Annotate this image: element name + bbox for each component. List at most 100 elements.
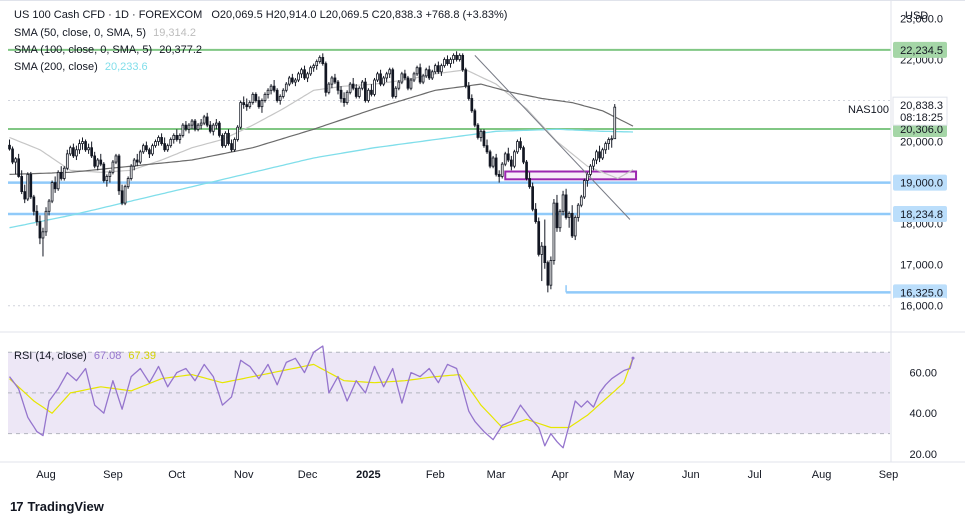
candle	[242, 96, 246, 109]
candle	[351, 77, 355, 91]
candle-body	[604, 143, 607, 151]
time-tick-label: Feb	[426, 469, 445, 481]
candle-body	[17, 158, 20, 177]
candle-body	[230, 143, 233, 151]
candle	[78, 139, 81, 154]
candle-body	[108, 171, 112, 177]
sma100-legend[interactable]: SMA (100, close, 0, SMA, 5) 20,377.2	[14, 44, 202, 57]
tradingview-brand[interactable]: 17 TradingView	[10, 499, 104, 514]
candle-body	[360, 81, 364, 89]
price-labels: 22,234.521,000.020,306.019,000.018,234.8…	[848, 41, 948, 314]
countdown-label: 08:18:25	[900, 112, 943, 124]
time-tick-label: Sep	[103, 469, 123, 481]
sma200-value: 20,233.6	[104, 61, 148, 73]
candle-body	[573, 217, 577, 237]
candle	[11, 146, 14, 165]
candle-body	[440, 65, 443, 73]
candle	[537, 217, 541, 257]
candle-body	[589, 165, 592, 175]
candle-body	[178, 135, 182, 140]
symbol-tag: NAS100	[848, 104, 889, 116]
rsi-legend[interactable]: RSI (14, close) 67.08 67.39	[14, 350, 156, 363]
candle-body	[196, 124, 200, 130]
candle	[549, 256, 553, 290]
candle-body	[11, 148, 14, 163]
candle	[148, 147, 151, 158]
candle	[543, 219, 547, 269]
candle	[461, 53, 465, 72]
candle	[65, 149, 69, 171]
candle-body	[464, 69, 468, 87]
sma50-legend[interactable]: SMA (50, close, 0, SMA, 5) 19,314.2	[14, 27, 196, 40]
ohlc-close: 20,838.3	[379, 9, 423, 21]
candle-body	[169, 139, 173, 147]
candle-body	[59, 171, 63, 179]
candle-body	[382, 77, 385, 85]
candle	[455, 51, 458, 62]
candle-body	[516, 141, 519, 153]
candle	[227, 129, 230, 146]
currency-label[interactable]: USD	[905, 10, 929, 22]
candle-body	[300, 69, 303, 75]
candle	[360, 80, 364, 91]
candle	[595, 149, 598, 165]
candle-body	[208, 124, 212, 132]
candle-body	[357, 87, 361, 97]
candle	[151, 143, 154, 156]
candle	[370, 84, 373, 97]
candle	[345, 90, 349, 105]
candle	[96, 157, 100, 171]
candle-body	[540, 245, 544, 255]
candle-body	[443, 59, 446, 67]
candle-body	[8, 144, 11, 150]
candle-body	[610, 138, 614, 141]
sma200-legend[interactable]: SMA (200, close) 20,233.6	[14, 61, 148, 74]
candle	[169, 137, 173, 148]
ohlc-low: 20,069.5	[325, 9, 369, 21]
symbol-legend: US 100 Cash CFD · 1D · FOREXCOM O20,069.…	[14, 9, 507, 22]
candle	[546, 260, 550, 293]
candle	[300, 67, 303, 78]
candle-body	[44, 210, 48, 233]
candle-body	[503, 153, 507, 165]
level-label-bg	[893, 41, 947, 58]
candle	[181, 123, 185, 138]
candle-body	[151, 145, 154, 155]
candle-body	[497, 173, 501, 177]
candle	[464, 67, 468, 89]
candle-body	[242, 102, 246, 106]
candle-body	[324, 63, 328, 93]
candle	[406, 75, 410, 91]
candle	[178, 133, 182, 144]
candle-body	[287, 77, 291, 85]
candle	[218, 121, 221, 138]
candle-body	[510, 159, 513, 167]
candle	[382, 75, 385, 87]
candle	[135, 153, 139, 167]
candle	[376, 71, 379, 83]
candle-body	[403, 73, 407, 79]
candle	[488, 149, 492, 169]
support-zone-rect	[504, 170, 638, 181]
candle-body	[467, 85, 471, 99]
candle-body	[531, 186, 534, 210]
candle	[342, 92, 346, 107]
candle-body	[132, 159, 136, 167]
candle	[236, 125, 239, 142]
candle-body	[41, 231, 45, 239]
candle	[336, 80, 340, 95]
candle-body	[53, 182, 57, 190]
candle	[443, 57, 446, 68]
ohlc-close-label: C	[371, 9, 380, 21]
candle-body	[175, 135, 179, 140]
time-tick-label: Nov	[234, 469, 254, 481]
candle	[105, 174, 109, 187]
candle	[199, 118, 203, 130]
rsi-last-point	[631, 356, 635, 360]
candle-body	[111, 161, 115, 173]
symbol-title: US 100 Cash CFD · 1D · FOREXCOM	[14, 9, 203, 21]
candle	[111, 160, 115, 175]
candle-body	[500, 163, 504, 177]
candle	[166, 143, 170, 152]
